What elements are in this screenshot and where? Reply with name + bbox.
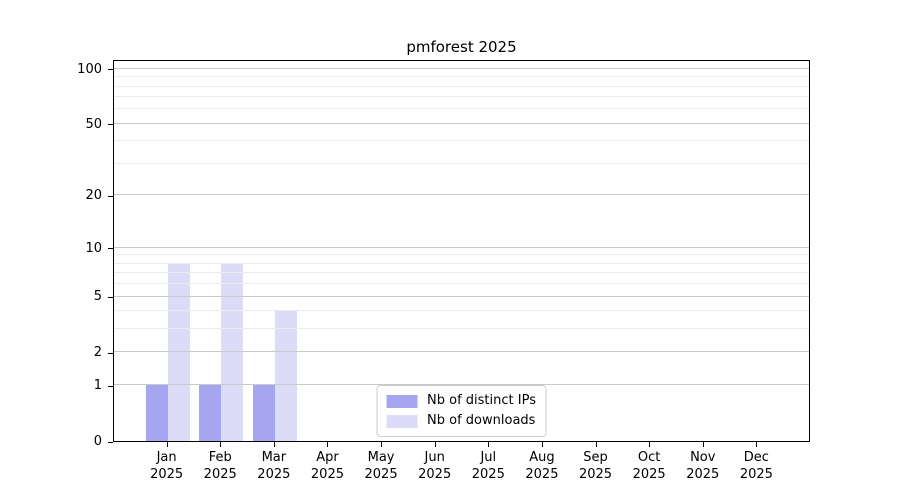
plot-area: Nb of distinct IPs Nb of downloads [113, 60, 810, 442]
x-tick-label-3: Mar 2025 [257, 450, 291, 482]
x-tick-label-7: Jul 2025 [471, 450, 505, 482]
bar-distinct-ips-2 [252, 385, 275, 441]
legend-entry-downloads: Nb of downloads [386, 413, 536, 429]
y-tick-20 [108, 195, 113, 197]
x-tick-label-1: Jan 2025 [150, 450, 184, 482]
bar-layer [114, 61, 809, 441]
bar-downloads-0 [167, 263, 190, 441]
y-tick-label-20: 20 [85, 188, 102, 204]
x-tick-7 [488, 442, 490, 447]
bar-distinct-ips-1 [199, 385, 222, 441]
x-tick-2 [220, 442, 222, 447]
legend-label-distinct-ips: Nb of distinct IPs [427, 393, 536, 408]
y-tick-1 [108, 385, 113, 387]
y-tick-label-10: 10 [85, 240, 102, 256]
y-tick-100 [108, 69, 113, 71]
x-tick-label-9: Sep 2025 [578, 450, 613, 482]
y-tick-label-1: 1 [93, 378, 102, 394]
x-tick-1 [166, 442, 168, 447]
y-tick-label-100: 100 [77, 61, 102, 77]
x-tick-label-8: Aug 2025 [525, 450, 559, 482]
x-tick-label-6: Jun 2025 [418, 450, 452, 482]
bar-distinct-ips-0 [145, 385, 168, 441]
x-tick-6 [434, 442, 436, 447]
x-tick-label-12: Dec 2025 [739, 450, 773, 482]
x-tick-5 [381, 442, 383, 447]
x-tick-label-10: Oct 2025 [632, 450, 666, 482]
legend-swatch-distinct-ips [386, 394, 418, 408]
x-tick-4 [327, 442, 329, 447]
x-tick-9 [595, 442, 597, 447]
y-tick-10 [108, 248, 113, 250]
y-tick-50 [108, 124, 113, 126]
y-tick-0 [108, 441, 113, 443]
x-tick-8 [541, 442, 543, 447]
y-tick-2 [108, 352, 113, 354]
y-tick-5 [108, 296, 113, 298]
y-tick-label-50: 50 [85, 116, 102, 132]
x-tick-10 [649, 442, 651, 447]
x-tick-label-11: Nov 2025 [686, 450, 720, 482]
legend: Nb of distinct IPs Nb of downloads [376, 385, 547, 437]
x-tick-label-5: May 2025 [364, 450, 398, 482]
bar-downloads-1 [221, 263, 244, 441]
y-tick-label-5: 5 [93, 289, 102, 305]
legend-label-downloads: Nb of downloads [427, 413, 536, 428]
y-tick-label-0: 0 [93, 434, 102, 449]
x-tick-label-4: Apr 2025 [310, 450, 344, 482]
x-tick-12 [756, 442, 758, 447]
x-tick-3 [273, 442, 275, 447]
legend-swatch-downloads [386, 414, 418, 428]
y-tick-label-2: 2 [93, 345, 102, 361]
legend-entry-distinct-ips: Nb of distinct IPs [386, 393, 536, 409]
x-tick-11 [702, 442, 704, 447]
x-tick-label-2: Feb 2025 [203, 450, 237, 482]
chart-title: pmforest 2025 [406, 38, 517, 56]
bar-downloads-2 [274, 311, 297, 441]
